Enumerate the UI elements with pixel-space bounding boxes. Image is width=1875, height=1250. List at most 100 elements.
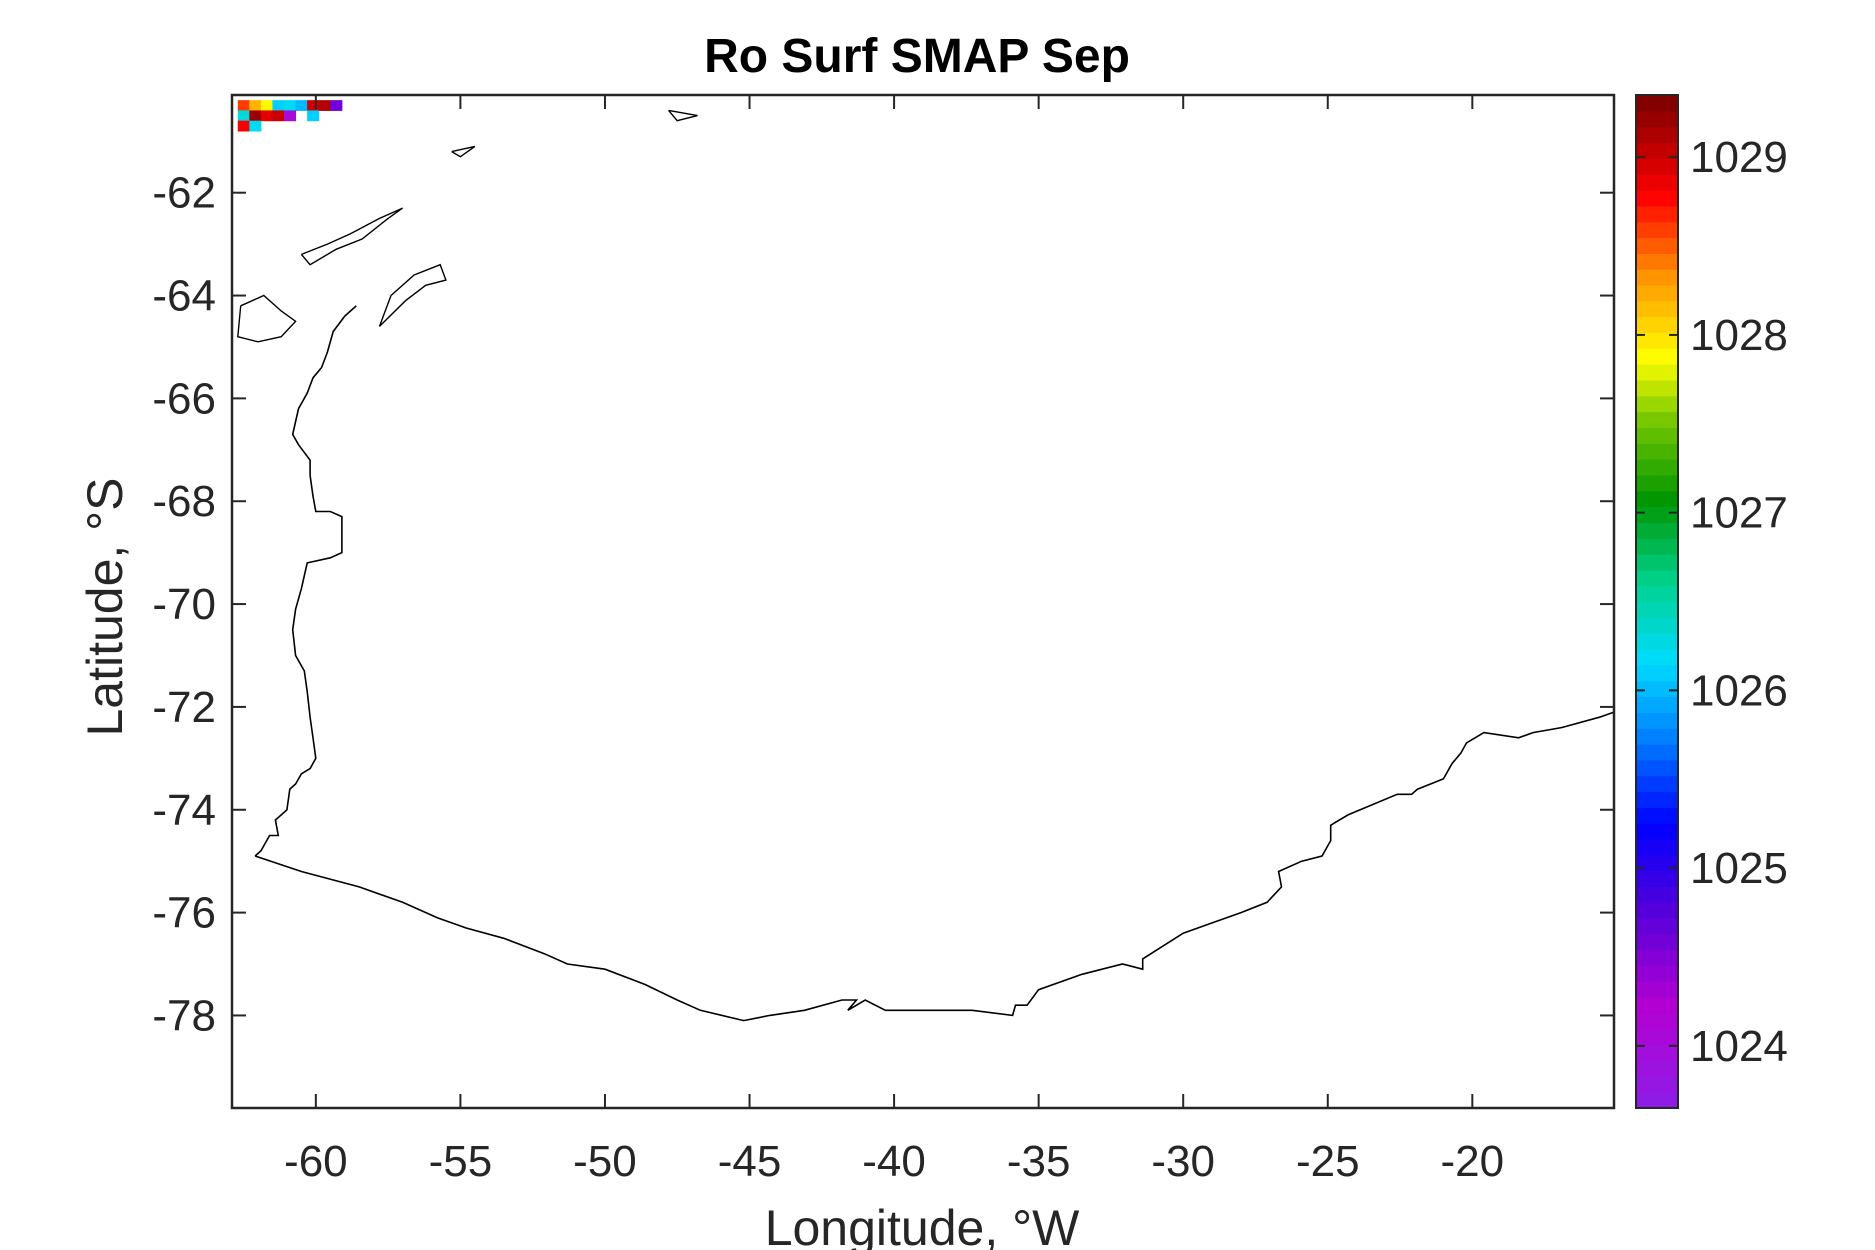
heatmap-cell (249, 120, 262, 132)
x-tick-label: -20 (1441, 1137, 1505, 1186)
x-axis-label: Longitude, °W (765, 1200, 1080, 1250)
heatmap-cell (237, 100, 250, 111)
colorbar-swatch (1636, 205, 1678, 223)
colorbar-swatch (1636, 1060, 1678, 1077)
heatmap-cell (237, 110, 250, 122)
island-outline (237, 294, 297, 343)
x-tick-label: -55 (429, 1137, 493, 1186)
x-tick-label: -30 (1151, 1137, 1215, 1186)
colorbar-swatch (1636, 791, 1678, 808)
heatmap-cell (295, 100, 308, 111)
x-tick-label: -60 (284, 1137, 348, 1186)
colorbar: 1024 1025 1026 1027 1028 1029 (1635, 94, 1788, 1109)
colorbar-tick-label: 1028 (1690, 311, 1788, 360)
plot-area (230, 93, 1616, 1110)
colorbar-swatch (1636, 110, 1678, 128)
colorbar-swatch (1636, 174, 1678, 191)
plot-background (232, 95, 1614, 1108)
colorbar-swatch (1636, 506, 1678, 523)
colorbar-swatch (1636, 648, 1678, 666)
colorbar-swatch (1636, 269, 1678, 286)
colorbar-swatch (1636, 918, 1678, 935)
heatmap-cell (260, 100, 273, 111)
x-tick-label: -45 (718, 1137, 782, 1186)
colorbar-swatch (1636, 237, 1678, 254)
colorbar-swatch (1636, 933, 1678, 951)
colorbar-swatch (1636, 617, 1678, 634)
colorbar-swatch (1636, 300, 1678, 318)
colorbar-swatch (1636, 474, 1678, 492)
colorbar-swatch (1636, 886, 1678, 903)
colorbar-swatch (1636, 379, 1678, 397)
colorbar-swatch (1636, 158, 1678, 175)
plot-frame (230, 93, 1616, 1110)
island-outline (668, 109, 698, 122)
coastline-peninsula (254, 305, 357, 857)
y-tick-label: -62 (152, 169, 216, 218)
colorbar-swatch (1636, 664, 1678, 682)
colorbar-swatch (1636, 411, 1678, 428)
x-tick-label: -40 (862, 1137, 926, 1186)
colorbar-swatch (1636, 95, 1678, 112)
colorbar-swatch (1636, 538, 1678, 555)
colorbar-swatch (1636, 142, 1678, 159)
heatmap-cell (284, 110, 297, 122)
y-tick-label: -64 (152, 272, 216, 321)
heatmap-cell (307, 110, 320, 122)
heatmap-cell (330, 100, 343, 111)
colorbar-swatch (1636, 743, 1678, 761)
colorbar-swatch (1636, 395, 1678, 413)
heatmap-cells (237, 100, 343, 132)
heatmap-cell (249, 110, 262, 122)
colorbar-swatch (1636, 1044, 1678, 1062)
colorbar-swatch (1636, 712, 1678, 729)
y-tick-label: -68 (152, 477, 216, 526)
colorbar-swatch (1636, 427, 1678, 444)
coastline-layer (237, 109, 1615, 1022)
colorbar-tick-label: 1026 (1690, 666, 1788, 715)
colorbar-swatch (1636, 459, 1678, 476)
heatmap-cell (307, 100, 320, 111)
y-tick-label: -78 (152, 991, 216, 1040)
colorbar-tick-label: 1024 (1690, 1022, 1788, 1071)
colorbar-swatch (1636, 585, 1678, 603)
chart-title: Ro Surf SMAP Sep (704, 30, 1130, 83)
colorbar-swatch (1636, 490, 1678, 508)
y-tick-label: -74 (152, 786, 216, 835)
y-tick-label: -72 (152, 683, 216, 732)
colorbar-swatch (1636, 554, 1678, 571)
colorbar-tick-label: 1025 (1690, 844, 1788, 893)
heatmap-cell (318, 100, 331, 111)
colorbar-swatch (1636, 348, 1678, 365)
colorbar-swatch (1636, 949, 1678, 967)
y-axis-label: Latitude, °S (77, 477, 133, 736)
x-axis: -60 -55 -50 -45 -40 -35 -30 -25 -20 (284, 95, 1504, 1186)
y-tick-label: -76 (152, 889, 216, 938)
x-tick-label: -25 (1296, 1137, 1360, 1186)
heatmap-cell (237, 120, 250, 132)
heatmap-cell (272, 100, 285, 111)
colorbar-swatch (1636, 1092, 1678, 1109)
colorbar-swatch (1636, 680, 1678, 698)
heatmap-cell (249, 100, 262, 111)
colorbar-swatch (1636, 997, 1678, 1014)
colorbar-swatch (1636, 775, 1678, 793)
colorbar-swatch (1636, 1028, 1678, 1046)
y-axis: -62 -64 -66 -68 -70 -72 -74 -76 -78 (152, 169, 1614, 1040)
colorbar-swatch (1636, 854, 1678, 872)
colorbar-swatch (1636, 332, 1678, 349)
colorbar-swatch (1636, 316, 1678, 334)
colorbar-swatch (1636, 981, 1678, 998)
colorbar-swatch (1636, 696, 1678, 713)
x-tick-label: -50 (573, 1137, 637, 1186)
colorbar-swatch (1636, 728, 1678, 745)
colorbar-swatch (1636, 823, 1678, 840)
colorbar-swatch (1636, 838, 1678, 856)
island-outline (378, 263, 447, 327)
colorbar-tick-label: 1027 (1690, 489, 1788, 538)
colorbar-tick-label: 1029 (1690, 133, 1788, 182)
colorbar-swatch (1636, 1076, 1678, 1093)
island-outline (300, 207, 404, 266)
y-tick-label: -70 (152, 580, 216, 629)
